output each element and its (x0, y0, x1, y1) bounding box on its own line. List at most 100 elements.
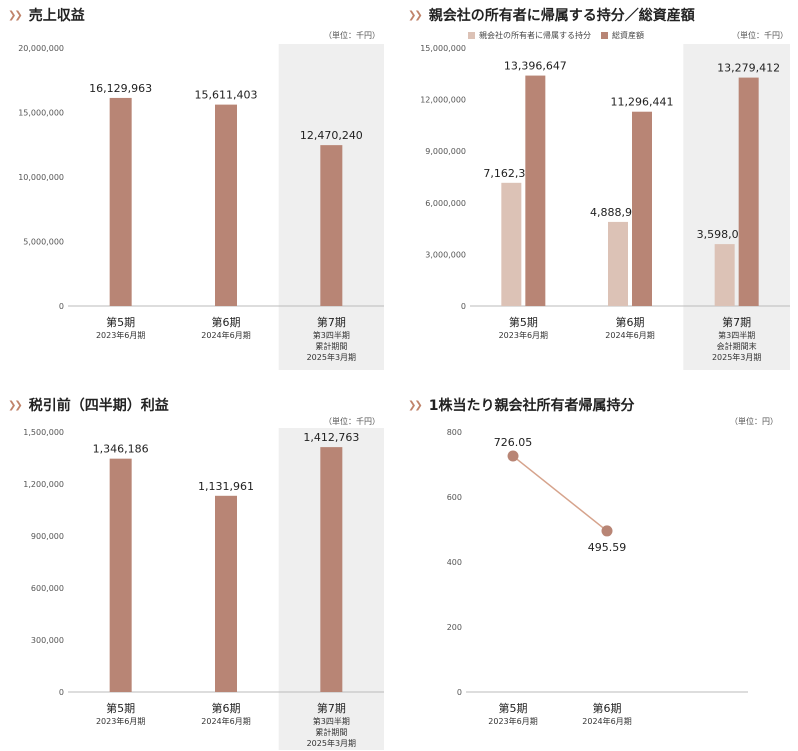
legend-label-assets: 総資産額 (612, 31, 644, 40)
bar (738, 77, 759, 306)
y-tick-label: 15,000,000 (18, 109, 64, 118)
y-tick-label: 0 (461, 302, 466, 311)
revenue-bar-chart: 20,000,000 15,000,000 10,000,000 5,000,000 0… (18, 44, 384, 370)
category-sublabel: 2024年6月期 (582, 716, 631, 726)
bar (215, 495, 237, 692)
legend-swatch-assets (601, 32, 608, 39)
legend-swatch-equity (468, 32, 475, 39)
y-tick-label: 10,000,000 (18, 173, 64, 182)
y-tick-label: 12,000,000 (420, 96, 466, 105)
chart-title: ❯❯ 売上収益 (8, 4, 85, 26)
chevron-right-icon: ❯❯ (8, 399, 23, 411)
legend-label-equity: 親会社の所有者に帰属する持分 (479, 31, 591, 40)
data-point (507, 450, 519, 462)
y-tick-label: 0 (59, 302, 64, 311)
y-tick-label: 200 (447, 623, 462, 632)
y-tick-label: 300,000 (31, 636, 64, 645)
y-tick-label: 0 (457, 688, 462, 697)
data-label: 4,888,927 (590, 206, 646, 219)
category-label: 第6期 (616, 315, 645, 329)
category-sublabel: 累計期間 (315, 727, 347, 737)
chart-title-text: 親会社の所有者に帰属する持分／総資産額 (428, 8, 695, 24)
category-sublabel: 2023年6月期 (499, 330, 548, 340)
category-label: 第5期 (106, 701, 135, 715)
data-label: 7,162,324 (483, 167, 539, 180)
category-label: 第7期 (722, 315, 751, 329)
data-label: 1,131,961 (198, 480, 254, 493)
chevron-right-icon: ❯❯ (408, 399, 423, 411)
pretax-profit-bar-chart: 1,500,000 1,200,000 900,000 600,000 300,000 0… (23, 428, 384, 750)
y-tick-label: 9,000,000 (425, 147, 466, 156)
highlight-band (683, 44, 790, 370)
y-tick-label: 600,000 (31, 584, 64, 593)
category-sublabel: 会計期間末 (717, 341, 757, 351)
chevron-right-icon: ❯❯ (8, 9, 23, 21)
y-tick-label: 5,000,000 (23, 238, 64, 247)
y-tick-label: 400 (447, 558, 462, 567)
category-sublabel: 2023年6月期 (96, 330, 145, 340)
chart-panel-equity-assets: ❯❯ 親会社の所有者に帰属する持分／総資産額 親会社の所有者に帰属する持分 総資… (408, 4, 794, 376)
category-label: 第5期 (499, 701, 528, 715)
category-sublabel: 第3四半期 (313, 716, 350, 726)
data-label: 15,611,403 (195, 89, 258, 102)
chart-panel-bps: ❯❯ 1株当たり親会社所有者帰属持分 （単位：円） 800 600 400 200 0 第… (408, 394, 794, 750)
unit-label: （単位：円） (730, 417, 778, 426)
data-label: 12,470,240 (300, 129, 363, 142)
y-tick-label: 900,000 (31, 532, 64, 541)
chart-title: ❯❯ 親会社の所有者に帰属する持分／総資産額 (408, 4, 695, 26)
data-label: 13,279,412 (717, 62, 780, 75)
category-label: 第5期 (106, 315, 135, 329)
data-label: 16,129,963 (89, 82, 152, 95)
data-label: 13,396,647 (504, 60, 567, 73)
category-sublabel: 2024年6月期 (201, 716, 250, 726)
category-sublabel: 2023年6月期 (488, 716, 537, 726)
y-tick-label: 3,000,000 (425, 250, 466, 259)
unit-label: （単位：千円） (324, 31, 380, 40)
bar (608, 221, 628, 306)
bar (109, 458, 132, 692)
bar (525, 75, 546, 307)
chart-legend: 親会社の所有者に帰属する持分 総資産額 (468, 30, 644, 41)
category-label: 第6期 (212, 315, 241, 329)
series-line (512, 455, 608, 532)
category-label: 第7期 (317, 701, 346, 715)
data-label: 3,598,078 (697, 228, 753, 241)
chevron-right-icon: ❯❯ (408, 9, 423, 21)
bar (320, 145, 343, 306)
chart-title: ❯❯ 税引前（四半期）利益 (8, 394, 169, 416)
data-label: 726.05 (494, 436, 533, 449)
y-tick-label: 20,000,000 (18, 44, 64, 53)
bar (109, 97, 132, 306)
category-sublabel: 第3四半期 (313, 330, 350, 340)
unit-label: （単位：千円） (324, 417, 380, 426)
data-label: 495.59 (588, 541, 627, 554)
category-label: 第6期 (593, 701, 622, 715)
category-sublabel: 2025年3月期 (712, 352, 761, 362)
y-tick-label: 1,500,000 (23, 428, 64, 437)
bar (714, 244, 735, 306)
y-tick-label: 600 (447, 493, 462, 502)
bar (215, 104, 237, 306)
data-point (601, 525, 613, 537)
chart-panel-pretax-profit: ❯❯ 税引前（四半期）利益 （単位：千円） 1,500,000 1,200,000… (8, 394, 388, 750)
unit-label: （単位：千円） (732, 31, 788, 40)
chart-title: ❯❯ 1株当たり親会社所有者帰属持分 (408, 394, 635, 416)
y-tick-label: 6,000,000 (425, 199, 466, 208)
category-sublabel: 2023年6月期 (96, 716, 145, 726)
chart-panel-revenue: ❯❯ 売上収益 （単位：千円） 20,000,000 15,000,000 10,0… (8, 4, 388, 376)
bar (320, 447, 343, 692)
y-tick-label: 15,000,000 (420, 44, 466, 53)
chart-title-text: 1株当たり親会社所有者帰属持分 (428, 398, 635, 414)
category-sublabel: 累計期間 (315, 341, 347, 351)
bar (501, 182, 522, 306)
chart-title-text: 売上収益 (28, 8, 85, 24)
y-tick-label: 800 (447, 428, 462, 437)
y-tick-label: 1,200,000 (23, 480, 64, 489)
category-label: 第6期 (212, 701, 241, 715)
category-sublabel: 2025年3月期 (307, 352, 356, 362)
category-sublabel: 2024年6月期 (201, 330, 250, 340)
category-sublabel: 2024年6月期 (605, 330, 654, 340)
category-sublabel: 2025年3月期 (307, 738, 356, 748)
data-label: 1,412,763 (303, 431, 359, 444)
